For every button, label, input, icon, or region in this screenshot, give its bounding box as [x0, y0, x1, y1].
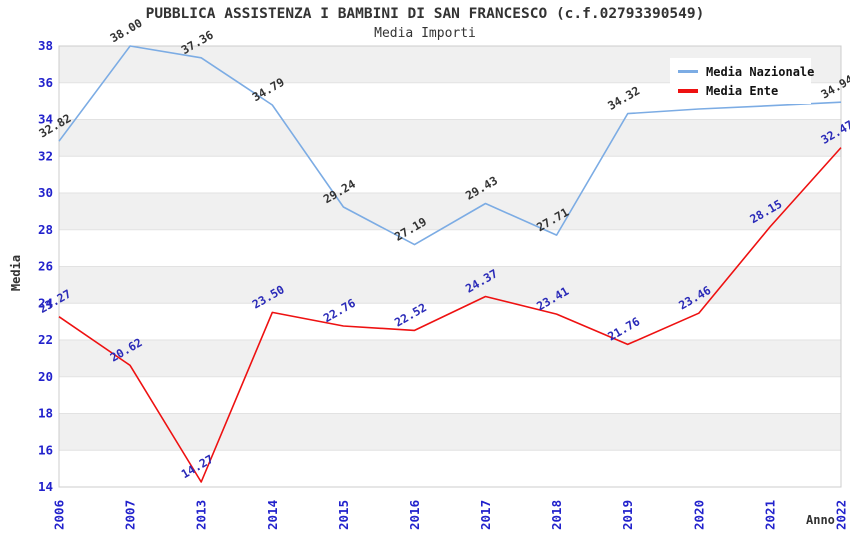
x-tick-label: 2006: [52, 500, 67, 530]
data-label: 21.76: [605, 314, 642, 343]
legend: Media Nazionale Media Ente: [670, 58, 815, 104]
x-tick-label: 2020: [691, 500, 706, 530]
media-nazionale-line-swatch: [678, 70, 698, 73]
x-tick-label: 2014: [265, 500, 280, 530]
data-label: 38.00: [108, 16, 145, 45]
y-tick-label: 18: [38, 406, 53, 421]
x-tick-label: 2017: [478, 500, 493, 530]
y-tick-label: 32: [38, 148, 53, 163]
x-tick-label: 2015: [336, 500, 351, 530]
y-axis-title: Media: [9, 254, 24, 292]
media-ente-line-swatch: [678, 88, 698, 93]
series-line-media-ente: [58, 147, 842, 483]
data-label: 23.27: [37, 286, 74, 315]
y-tick-label: 30: [38, 185, 53, 200]
x-tick-label: 2018: [549, 500, 564, 530]
y-tick-label: 22: [38, 332, 53, 347]
grid-band: [59, 119, 841, 157]
chart-title: PUBBLICA ASSISTENZA I BAMBINI DI SAN FRA…: [145, 6, 705, 22]
y-tick-label: 38: [38, 38, 53, 53]
x-tick-label: 2007: [123, 500, 138, 530]
grid-band: [59, 413, 841, 451]
legend-item-media-ente: Media Ente: [678, 81, 811, 100]
series-line-media-nazionale: [58, 45, 842, 246]
legend-label: Media Nazionale: [706, 64, 815, 79]
legend-item-media-nazionale: Media Nazionale: [678, 62, 815, 81]
chart-subtitle: Media Importi: [374, 26, 476, 41]
x-axis-title: Anno: [806, 513, 835, 527]
x-tick-label: 2021: [762, 500, 777, 530]
y-tick-label: 26: [38, 259, 53, 274]
y-tick-label: 16: [38, 442, 53, 457]
legend-label: Media Ente: [706, 83, 779, 98]
y-tick-label: 28: [38, 222, 53, 237]
x-tick-label: 2022: [834, 500, 849, 530]
data-label: 34.32: [605, 83, 642, 112]
y-tick-label: 34: [38, 112, 53, 127]
grid-band: [59, 340, 841, 377]
x-tick-label: 2013: [194, 500, 209, 530]
plot-border: [58, 45, 842, 488]
y-tick-label: 24: [38, 295, 53, 310]
x-tick-label: 2016: [407, 500, 422, 530]
y-tick-label: 36: [38, 75, 53, 90]
y-tick-label: 14: [38, 479, 53, 494]
y-tick-label: 20: [38, 369, 53, 384]
grid-band: [59, 266, 841, 304]
data-label: 22.52: [392, 300, 429, 329]
x-tick-label: 2019: [620, 500, 635, 530]
